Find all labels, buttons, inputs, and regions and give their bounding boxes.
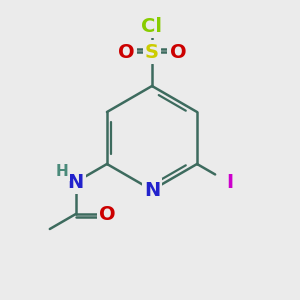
Text: O: O bbox=[118, 43, 134, 61]
Text: I: I bbox=[226, 173, 233, 193]
Text: N: N bbox=[68, 172, 84, 191]
Text: O: O bbox=[100, 205, 116, 224]
Text: Cl: Cl bbox=[142, 16, 163, 35]
Text: N: N bbox=[144, 181, 160, 200]
Text: O: O bbox=[170, 43, 186, 61]
Text: H: H bbox=[56, 164, 68, 179]
Text: S: S bbox=[145, 43, 159, 61]
